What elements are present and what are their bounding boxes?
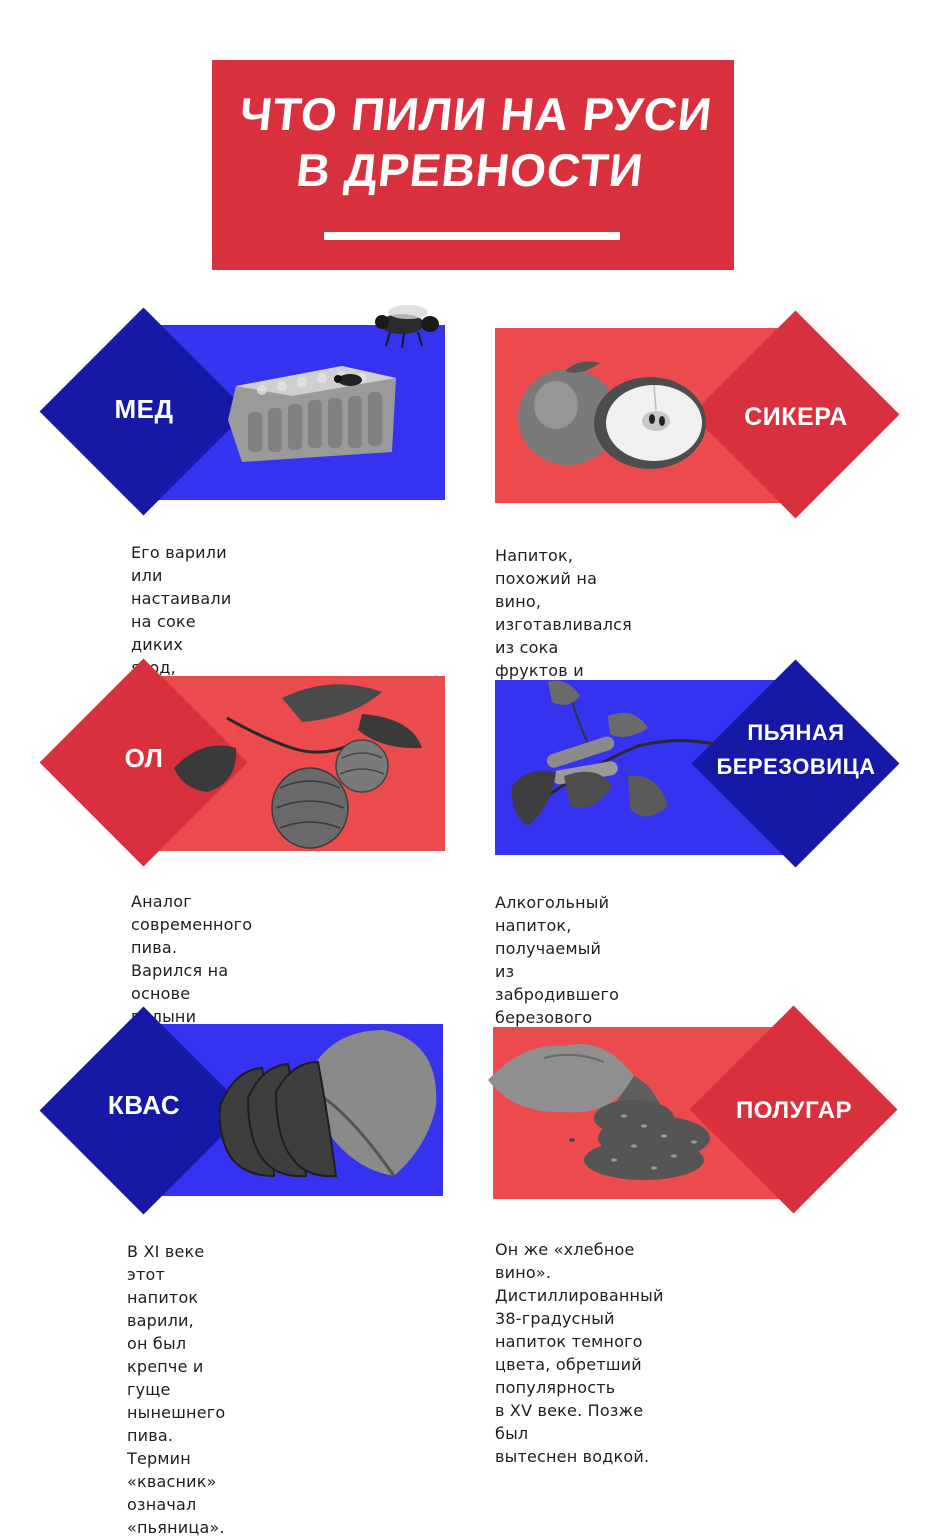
description-line: в XV веке. Позже был: [495, 1401, 644, 1443]
description-line: «квасник» означал: [127, 1472, 217, 1514]
drink-label: ПЬЯНАЯ БЕРЕЗОВИЦА: [692, 716, 900, 784]
drink-label: СИКЕРА: [692, 400, 900, 434]
drink-label-line: ПОЛУГАР: [735, 1097, 853, 1124]
description-line: Его варили или настаивали: [131, 543, 232, 608]
grain-sack-icon: [488, 1044, 710, 1180]
drink-label: КВАС: [40, 1088, 248, 1122]
page-title: ЧТО ПИЛИ НА РУСИ В ДРЕВНОСТИ: [206, 86, 740, 198]
description-line: цвета, обретший популярность: [495, 1355, 642, 1397]
description-line: 38-градусный напиток темного: [495, 1309, 643, 1351]
title-banner: ЧТО ПИЛИ НА РУСИ В ДРЕВНОСТИ: [212, 60, 734, 270]
description-line: вытеснен водкой.: [495, 1447, 650, 1466]
description-line: «пьяница».: [127, 1518, 225, 1537]
drink-label-line: КВАС: [107, 1090, 181, 1120]
title-underline: [324, 232, 620, 240]
page-title-line-2: В ДРЕВНОСТИ: [294, 144, 647, 196]
bread-icon: [218, 1030, 437, 1178]
description-line: Алкогольный напиток,: [495, 893, 610, 935]
description-line: Напиток, похожий на вино,: [495, 546, 598, 611]
apple-icon: [518, 361, 706, 469]
drink-label: ОЛ: [40, 741, 248, 775]
birch-branch-icon: [511, 680, 714, 826]
drink-label: ПОЛУГАР: [690, 1094, 898, 1128]
description-line: Аналог современного пива.: [131, 892, 253, 957]
drink-label-line: ОЛ: [124, 743, 164, 773]
drink-label-line: СИКЕРА: [744, 403, 848, 431]
hops-icon: [174, 684, 422, 849]
description-line: получаемый из забродившего: [495, 939, 620, 1004]
drink-label-line: МЕД: [114, 394, 174, 424]
description-line: он был крепче и гуще: [127, 1334, 204, 1399]
drink-description: Он же «хлебное вино». Дистиллированный 3…: [495, 1238, 664, 1468]
drink-label-line: ПЬЯНАЯ: [747, 720, 845, 745]
bee-icon: [375, 305, 439, 349]
honeycomb-icon: [228, 305, 439, 462]
drink-label: МЕД: [40, 392, 248, 426]
description-line: Он же «хлебное вино».: [495, 1240, 635, 1282]
drink-description: В XI веке этот напиток варили, он был кр…: [127, 1240, 225, 1539]
description-line: Дистиллированный: [495, 1286, 664, 1305]
drink-label-line: БЕРЕЗОВИЦА: [716, 754, 876, 779]
page-title-line-1: ЧТО ПИЛИ НА РУСИ: [237, 88, 715, 140]
description-line: изготавливался из сока: [495, 615, 632, 657]
description-line: нынешнего пива. Термин: [127, 1403, 226, 1468]
description-line: В XI веке этот напиток варили,: [127, 1242, 205, 1330]
